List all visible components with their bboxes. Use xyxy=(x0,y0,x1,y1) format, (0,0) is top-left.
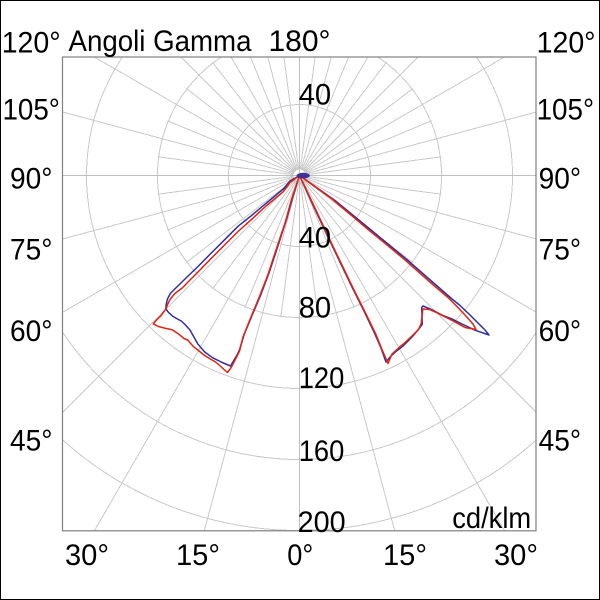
svg-text:60°: 60° xyxy=(10,315,53,348)
svg-text:15°: 15° xyxy=(176,539,220,572)
svg-text:105°: 105° xyxy=(537,94,595,127)
svg-text:30°: 30° xyxy=(65,539,109,572)
svg-text:120°: 120° xyxy=(537,27,596,60)
svg-text:45°: 45° xyxy=(539,425,582,458)
svg-text:cd/klm: cd/klm xyxy=(452,502,531,535)
svg-text:200: 200 xyxy=(298,506,346,539)
svg-text:60°: 60° xyxy=(539,315,582,348)
svg-text:120: 120 xyxy=(299,362,345,395)
svg-text:40: 40 xyxy=(299,79,332,112)
svg-text:45°: 45° xyxy=(10,425,53,458)
svg-text:80: 80 xyxy=(299,291,332,324)
svg-text:15°: 15° xyxy=(383,539,427,572)
svg-text:90°: 90° xyxy=(539,163,582,196)
svg-text:Angoli Gamma: Angoli Gamma xyxy=(69,25,252,58)
svg-text:75°: 75° xyxy=(10,234,53,267)
svg-text:75°: 75° xyxy=(539,234,582,267)
svg-text:40: 40 xyxy=(299,222,332,255)
svg-text:160: 160 xyxy=(299,435,345,468)
svg-text:105°: 105° xyxy=(2,94,60,127)
svg-text:30°: 30° xyxy=(494,539,538,572)
svg-text:0°: 0° xyxy=(287,539,313,572)
svg-text:120°: 120° xyxy=(2,27,61,60)
svg-text:90°: 90° xyxy=(10,163,53,196)
svg-text:180°: 180° xyxy=(269,25,331,58)
